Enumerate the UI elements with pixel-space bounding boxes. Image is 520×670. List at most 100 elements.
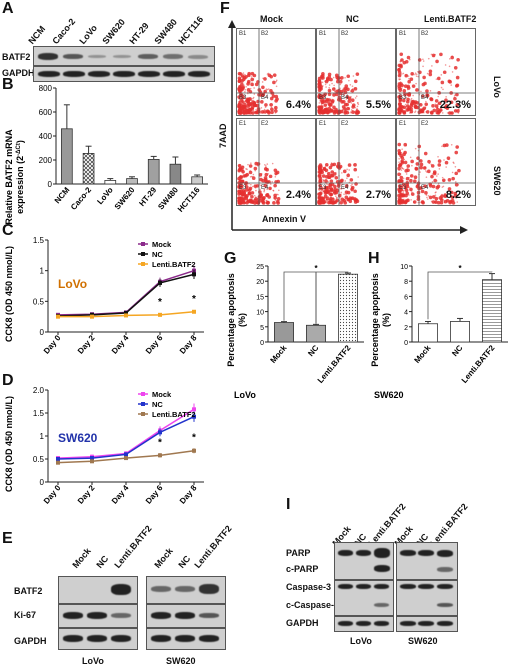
- data-point: [158, 453, 162, 458]
- cell-line-label: SW620: [374, 390, 404, 400]
- y-tick-label: 1.5: [33, 236, 45, 245]
- scatter-dots: [317, 119, 395, 205]
- column-header: NC: [346, 14, 359, 24]
- panel-label-e: E: [2, 530, 13, 547]
- category-label: LoVo: [95, 185, 114, 206]
- lane-label: LoVo: [77, 22, 100, 46]
- blot-row-label: Caspase-3: [286, 582, 332, 592]
- y-tick-label: 10: [256, 310, 264, 317]
- legend-label: Mock: [152, 390, 172, 399]
- x-tick-label: Day 2: [76, 483, 97, 506]
- blot-row-label: c-Caspase-3: [286, 600, 340, 610]
- apoptosis-percent: 8.2%: [445, 189, 471, 201]
- panel-d-line-chart: CCK8 (OD 450 nmol/L) SW620 0 0.5 1 1.5 2.0 Da…: [4, 386, 204, 506]
- bar: [450, 321, 471, 343]
- significance-star: *: [458, 264, 462, 273]
- legend-label: NC: [152, 400, 163, 409]
- category-label: SW620: [113, 185, 137, 211]
- bar: [418, 323, 439, 343]
- quadrant-label: B3: [399, 95, 407, 101]
- cell-line-label: LoVo: [58, 277, 87, 291]
- quadrant-label: E4: [261, 185, 269, 191]
- column-header: Mock: [260, 14, 284, 24]
- x-tick-label: Day 0: [42, 483, 63, 506]
- y-tick-label: 20: [256, 279, 264, 286]
- blot-row-label: GAPDH: [2, 68, 35, 78]
- data-point: [158, 280, 162, 285]
- x-tick-label: Day 0: [42, 333, 63, 356]
- blot-strip: [334, 616, 394, 632]
- y-tick-label: 800: [39, 84, 53, 93]
- y-tick-label: 0.5: [33, 297, 45, 306]
- blot-strip: [146, 628, 226, 650]
- x-axis-label: Annexin V: [262, 214, 307, 224]
- data-point: [90, 314, 94, 319]
- data-point: [90, 459, 94, 464]
- y-tick-label: 8: [404, 279, 408, 286]
- legend-marker: [141, 242, 145, 246]
- axis-arrows: [228, 20, 468, 234]
- y-axis-label-line2: expression (2-ΔCt): [15, 140, 25, 214]
- blot-strip: [396, 542, 458, 580]
- panel-label-a: A: [2, 0, 14, 17]
- column-header: Lenti.BATF2: [424, 14, 477, 24]
- data-point: [192, 407, 196, 412]
- x-tick-label: Day 4: [110, 333, 131, 356]
- y-axis-label: CCK8 (OD 450 nmol/L): [4, 246, 14, 342]
- significance-star: *: [314, 264, 318, 273]
- blot-strip: [58, 576, 138, 604]
- category-label: NC: [450, 343, 464, 358]
- row-label: SW620: [492, 166, 502, 196]
- x-tick-label: Day 6: [144, 333, 165, 356]
- bar: [191, 176, 203, 185]
- y-tick-label: 0: [260, 340, 264, 347]
- blot-strip: [146, 576, 226, 604]
- lane-label: NC: [176, 553, 193, 570]
- x-tick-label: Day 2: [76, 333, 97, 356]
- y-tick-label: 15: [256, 294, 264, 301]
- legend-marker: [141, 392, 145, 396]
- quadrant-label: B4: [261, 95, 269, 101]
- category-label: Caco-2: [69, 185, 93, 212]
- blot-row-label: c-PARP: [286, 564, 319, 574]
- panel-b-bar-chart: Relative BATF2 mRNA expression (2-ΔCt) 0…: [4, 84, 208, 225]
- blot-group-label: LoVo: [82, 656, 104, 666]
- y-tick-label: 2: [404, 325, 408, 332]
- flow-plot: B1 B2 B3 B4 22.3%: [396, 28, 476, 116]
- panel-h-bar-chart: Percentage apoptosis (%) SW620 0 2 4 6 8 10 Mo…: [370, 264, 508, 400]
- lane-label: SW480: [152, 16, 179, 46]
- apoptosis-percent: 5.5%: [365, 99, 391, 111]
- quadrant-label: B2: [421, 31, 429, 37]
- lane-label: SW620: [100, 16, 127, 46]
- legend-marker: [141, 252, 145, 256]
- x-tick-label: Day 6: [144, 483, 165, 506]
- flow-plot: E1 E2 E3 E4 8.2%: [396, 118, 476, 206]
- blot-strip: [58, 604, 138, 628]
- lane-label: Lenti.BATF2: [112, 523, 154, 570]
- legend-label: NC: [152, 250, 163, 259]
- lane-label: Mock: [70, 545, 93, 570]
- cell-line-label: SW620: [58, 431, 98, 445]
- flow-plot: B1 B2 B3 B4 6.4%: [236, 28, 316, 116]
- data-point: [124, 313, 128, 318]
- y-axis-label: 7AAD: [218, 123, 228, 148]
- panel-label-f: F: [220, 0, 230, 17]
- quadrant-label: B4: [421, 95, 429, 101]
- significance-bracket: [427, 271, 493, 320]
- data-point: [56, 460, 60, 465]
- bar: [274, 322, 295, 343]
- panel-label-c: C: [2, 222, 14, 239]
- y-axis-label-line2: (%): [237, 313, 247, 327]
- apoptosis-percent: 2.4%: [285, 189, 311, 201]
- bar: [126, 178, 138, 185]
- data-point: [56, 457, 60, 461]
- blot-strip: [396, 580, 458, 616]
- category-label: Lenti.BATF2: [460, 343, 497, 385]
- quadrant-label: B1: [399, 31, 407, 37]
- y-tick-label: 600: [39, 108, 53, 117]
- y-axis-label-line1: Percentage apoptosis: [370, 273, 380, 367]
- category-label: Mock: [268, 343, 288, 365]
- y-axis-label-line1: Relative BATF2 mRNA: [4, 129, 14, 225]
- category-label: NCM: [53, 185, 72, 205]
- blot-strip: [334, 542, 394, 580]
